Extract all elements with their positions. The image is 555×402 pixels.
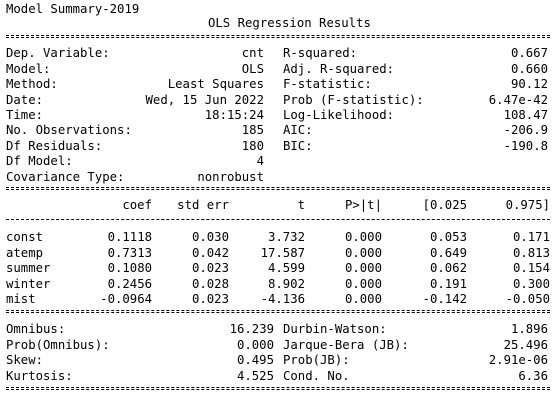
column-header: coef xyxy=(122,198,152,212)
stat-value: 1.896 xyxy=(511,322,548,336)
table-cell: -0.050 xyxy=(506,292,550,306)
stat-label: Model: xyxy=(6,62,50,76)
stat-value: Least Squares xyxy=(168,77,264,91)
row-label: const xyxy=(6,230,43,244)
stat-value: cnt xyxy=(242,46,264,60)
table-cell: 0.300 xyxy=(513,277,550,291)
table-cell: 0.023 xyxy=(192,261,229,275)
stat-value: 4.525 xyxy=(237,369,274,383)
single-rule xyxy=(6,219,550,220)
row-label: atemp xyxy=(6,246,43,260)
table-cell: 3.732 xyxy=(268,230,305,244)
stat-label: Cond. No. xyxy=(283,369,350,383)
stat-label: Df Residuals: xyxy=(6,139,102,153)
stat-label: Omnibus: xyxy=(6,322,65,336)
double-rule xyxy=(6,35,550,38)
table-cell: 0.053 xyxy=(430,230,467,244)
column-header: P>|t| xyxy=(345,198,382,212)
table-cell: 0.042 xyxy=(192,246,229,260)
stat-value: nonrobust xyxy=(197,170,264,184)
stat-label: Method: xyxy=(6,77,58,91)
stat-value: 2.91e-06 xyxy=(489,353,548,367)
table-cell: 0.000 xyxy=(345,277,382,291)
stat-label: R-squared: xyxy=(283,46,357,60)
table-cell: 17.587 xyxy=(261,246,305,260)
stat-value: 90.12 xyxy=(511,77,548,91)
table-cell: -0.142 xyxy=(423,292,467,306)
stat-label: Prob (F-statistic): xyxy=(283,93,424,107)
stat-label: Dep. Variable: xyxy=(6,46,110,60)
stat-value: 108.47 xyxy=(504,108,548,122)
double-rule xyxy=(6,310,550,313)
output-caption: Model Summary-2019 xyxy=(6,2,139,17)
table-cell: 0.062 xyxy=(430,261,467,275)
stat-label: Prob(Omnibus): xyxy=(6,338,110,352)
stat-value: Wed, 15 Jun 2022 xyxy=(146,93,264,107)
stat-value: 16.239 xyxy=(230,322,274,336)
table-cell: 0.1080 xyxy=(108,261,152,275)
table-cell: 0.1118 xyxy=(108,230,152,244)
stat-value: 180 xyxy=(242,139,264,153)
table-cell: 0.000 xyxy=(345,261,382,275)
stat-label: Time: xyxy=(6,108,43,122)
stat-value: 0.495 xyxy=(237,353,274,367)
stat-label: Covariance Type: xyxy=(6,170,124,184)
table-cell: 0.000 xyxy=(345,292,382,306)
double-rule xyxy=(6,187,550,190)
table-cell: 8.902 xyxy=(268,277,305,291)
stat-label: Date: xyxy=(6,93,43,107)
stat-label: Prob(JB): xyxy=(283,353,350,367)
stat-value: -190.8 xyxy=(504,139,548,153)
table-cell: 0.154 xyxy=(513,261,550,275)
stat-label: Kurtosis: xyxy=(6,369,73,383)
stat-value: -206.9 xyxy=(504,123,548,137)
table-cell: 4.599 xyxy=(268,261,305,275)
stat-value: 6.36 xyxy=(518,369,548,383)
stat-label: Skew: xyxy=(6,353,43,367)
stat-label: AIC: xyxy=(283,123,313,137)
row-label: mist xyxy=(6,292,36,306)
table-cell: 0.2456 xyxy=(108,277,152,291)
column-header: [0.025 xyxy=(423,198,467,212)
column-header: std err xyxy=(177,198,229,212)
row-label: summer xyxy=(6,261,50,275)
stat-value: 0.000 xyxy=(237,338,274,352)
table-cell: 0.191 xyxy=(430,277,467,291)
table-cell: 0.813 xyxy=(513,246,550,260)
table-cell: 0.171 xyxy=(513,230,550,244)
table-cell: -4.136 xyxy=(261,292,305,306)
stat-value: 4 xyxy=(257,154,264,168)
stat-label: F-statistic: xyxy=(283,77,372,91)
stat-label: No. Observations: xyxy=(6,123,132,137)
table-cell: 0.000 xyxy=(345,230,382,244)
row-label: winter xyxy=(6,277,50,291)
stat-label: Jarque-Bera (JB): xyxy=(283,338,409,352)
stat-label: Durbin-Watson: xyxy=(283,322,387,336)
table-cell: -0.0964 xyxy=(100,292,152,306)
stat-label: BIC: xyxy=(283,139,313,153)
report-title: OLS Regression Results xyxy=(208,16,371,30)
stat-value: 185 xyxy=(242,123,264,137)
table-cell: 0.023 xyxy=(192,292,229,306)
table-cell: 0.000 xyxy=(345,246,382,260)
column-header: 0.975] xyxy=(506,198,550,212)
stat-label: Df Model: xyxy=(6,154,73,168)
column-header: t xyxy=(298,198,305,212)
stat-value: OLS xyxy=(242,62,264,76)
table-cell: 0.028 xyxy=(192,277,229,291)
stat-value: 18:15:24 xyxy=(205,108,264,122)
stat-label: Adj. R-squared: xyxy=(283,62,394,76)
table-cell: 0.649 xyxy=(430,246,467,260)
table-cell: 0.030 xyxy=(192,230,229,244)
stat-value: 0.660 xyxy=(511,62,548,76)
stat-label: Log-Likelihood: xyxy=(283,108,394,122)
stat-value: 0.667 xyxy=(511,46,548,60)
double-rule xyxy=(6,387,550,390)
table-cell: 0.7313 xyxy=(108,246,152,260)
stat-value: 6.47e-42 xyxy=(489,93,548,107)
stat-value: 25.496 xyxy=(504,338,548,352)
